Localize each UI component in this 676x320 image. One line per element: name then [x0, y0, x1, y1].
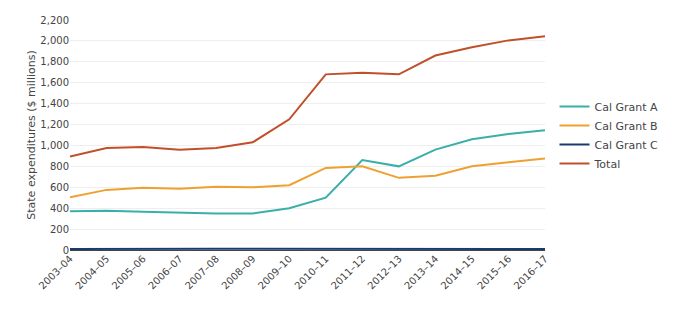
svg-text:2,200: 2,200: [40, 15, 69, 26]
svg-text:600: 600: [50, 182, 69, 193]
svg-text:400: 400: [50, 203, 69, 214]
svg-text:2006–07: 2006–07: [146, 253, 184, 291]
svg-text:1,400: 1,400: [40, 98, 69, 109]
svg-text:1,000: 1,000: [40, 140, 69, 151]
svg-text:2009–10: 2009–10: [256, 253, 294, 291]
svg-text:2012–13: 2012–13: [365, 253, 403, 291]
svg-text:2010–11: 2010–11: [292, 253, 330, 291]
svg-text:2005–06: 2005–06: [110, 253, 148, 291]
svg-text:800: 800: [50, 161, 69, 172]
svg-text:1,800: 1,800: [40, 56, 69, 67]
svg-text:1,600: 1,600: [40, 77, 69, 88]
svg-text:Cal Grant C: Cal Grant C: [595, 139, 659, 152]
svg-text:Cal Grant B: Cal Grant B: [595, 120, 658, 133]
svg-text:2004–05: 2004–05: [73, 253, 111, 291]
svg-text:2013–14: 2013–14: [402, 253, 440, 291]
svg-text:1,200: 1,200: [40, 119, 69, 130]
svg-text:2,000: 2,000: [40, 35, 69, 46]
svg-text:0: 0: [63, 245, 69, 256]
svg-text:State expenditures ($ millions: State expenditures ($ millions): [25, 50, 38, 219]
svg-text:2003–04: 2003–04: [37, 253, 75, 291]
svg-text:2007–08: 2007–08: [183, 253, 221, 291]
svg-text:2015–16: 2015–16: [475, 253, 513, 291]
svg-text:2008–09: 2008–09: [219, 253, 257, 291]
svg-text:2016–17: 2016–17: [512, 253, 550, 291]
svg-text:Cal Grant A: Cal Grant A: [595, 101, 659, 114]
svg-text:2011–12: 2011–12: [329, 253, 367, 291]
svg-text:200: 200: [50, 224, 69, 235]
svg-text:2014–15: 2014–15: [439, 253, 477, 291]
svg-text:Total: Total: [594, 158, 621, 171]
